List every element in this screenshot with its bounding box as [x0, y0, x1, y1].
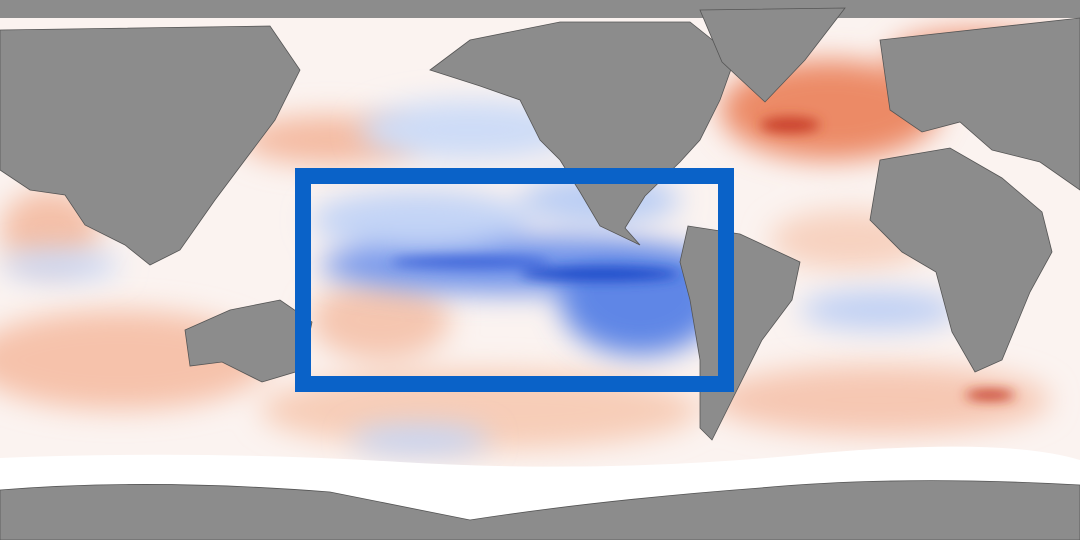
highlight-box — [295, 168, 734, 392]
land — [0, 0, 1080, 441]
antarctica — [0, 480, 1080, 540]
strong-cool-band — [390, 117, 1015, 400]
